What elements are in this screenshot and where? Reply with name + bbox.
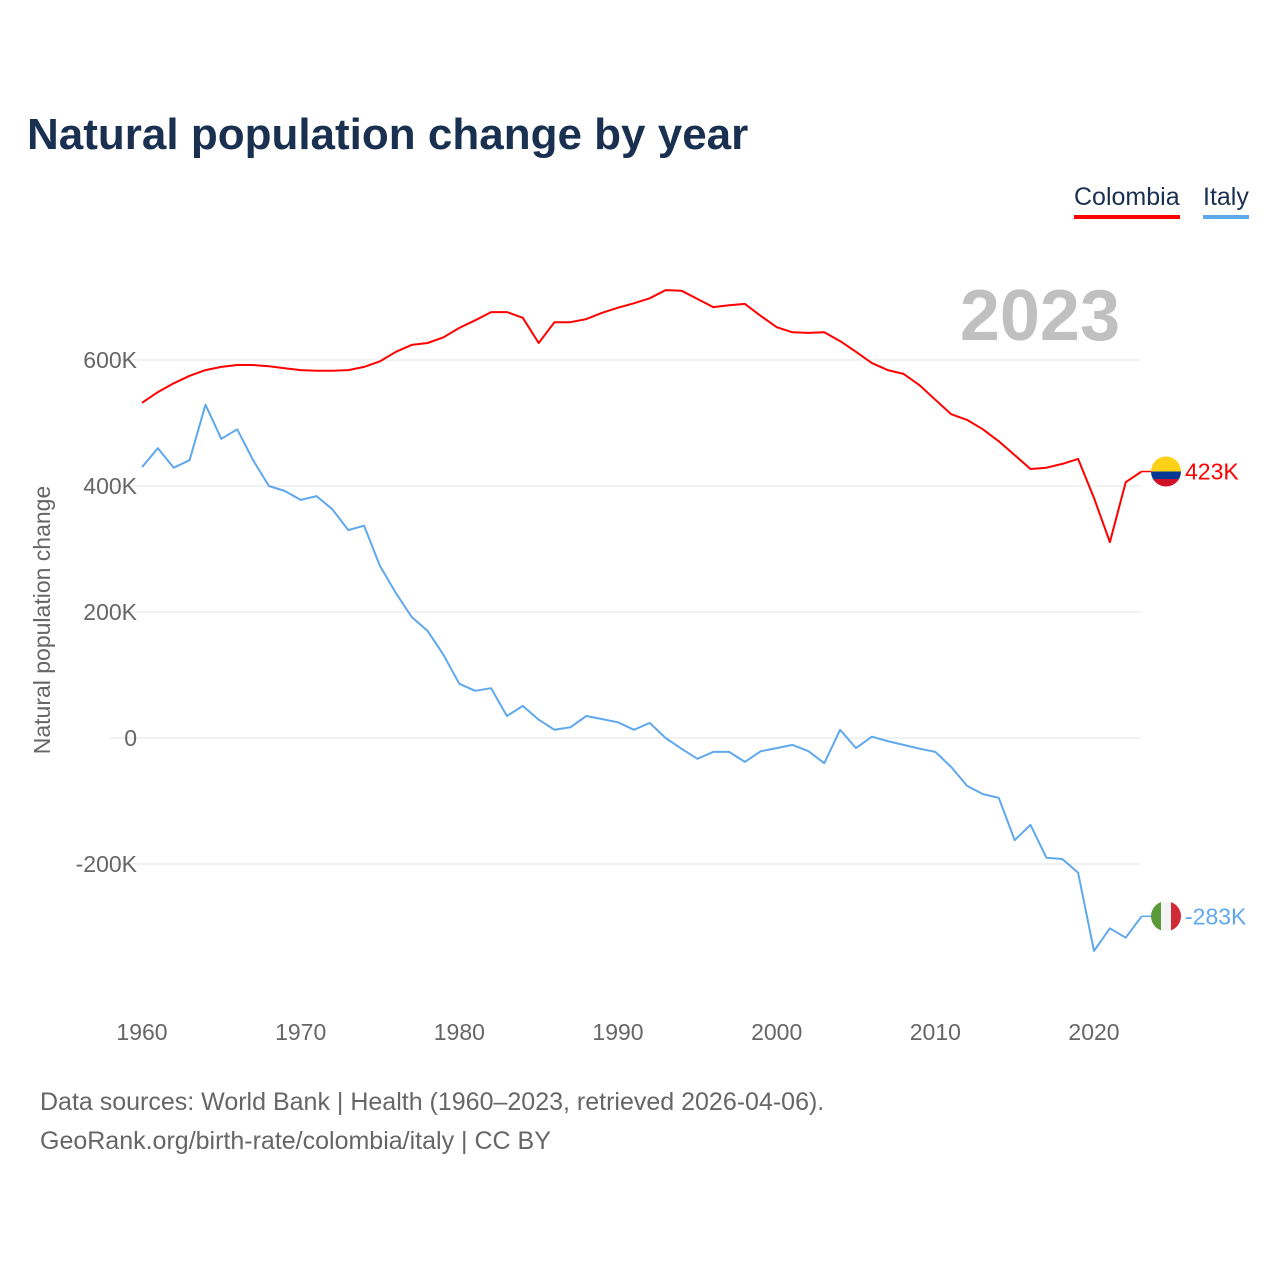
- x-tick-label: 2020: [1068, 1019, 1119, 1045]
- legend-colombia[interactable]: Colombia: [1074, 183, 1180, 219]
- x-tick-label: 1960: [116, 1019, 167, 1045]
- x-tick-label: 1990: [592, 1019, 643, 1045]
- x-tick-label: 1970: [275, 1019, 326, 1045]
- italy-flag-icon: [1151, 901, 1181, 932]
- year-watermark: 2023: [960, 276, 1120, 356]
- source-link[interactable]: GeoRank.org/birth-rate/colombia/italy | …: [40, 1127, 551, 1155]
- data-sources: Data sources: World Bank | Health (1960–…: [40, 1088, 825, 1116]
- y-tick-label: 400K: [83, 473, 137, 499]
- x-tick-label: 1980: [434, 1019, 485, 1045]
- x-tick-label: 2000: [751, 1019, 802, 1045]
- y-axis-label: Natural population change: [29, 486, 55, 755]
- y-tick-label: 0: [124, 725, 137, 751]
- series-line-colombia[interactable]: [141, 289, 1143, 544]
- y-tick-label: 200K: [83, 599, 137, 625]
- y-tick-label: -200K: [76, 851, 138, 877]
- end-value-label: 423K: [1185, 459, 1239, 485]
- end-value-label: -283K: [1185, 903, 1247, 929]
- x-tick-label: 2010: [910, 1019, 961, 1045]
- chart-title: Natural population change by year: [27, 110, 749, 159]
- legend-italy[interactable]: Italy: [1203, 183, 1249, 219]
- colombia-flag-icon: [1151, 456, 1181, 487]
- y-tick-label: 600K: [83, 347, 137, 373]
- series-line-italy[interactable]: [141, 403, 1143, 952]
